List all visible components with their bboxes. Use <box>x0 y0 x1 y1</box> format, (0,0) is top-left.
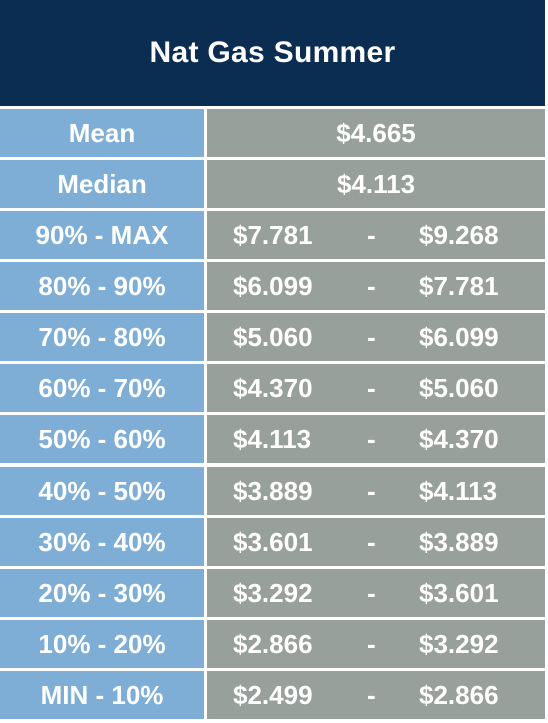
range-row: 30% - 40% $3.601 - $3.889 <box>0 518 545 566</box>
range-separator: - <box>367 423 376 454</box>
range-high: $5.060 <box>419 372 499 403</box>
range-values: $7.781 - $9.268 <box>207 211 545 259</box>
range-row: 60% - 70% $4.370 - $5.060 <box>0 364 545 412</box>
range-separator: - <box>367 475 376 506</box>
range-high: $2.866 <box>419 679 499 710</box>
range-separator: - <box>367 628 376 659</box>
range-values: $3.889 - $4.113 <box>207 467 545 515</box>
summary-row-mean: Mean $4.665 <box>0 109 545 157</box>
range-low: $5.060 <box>233 321 313 352</box>
range-low: $4.370 <box>233 372 313 403</box>
range-label: 90% - MAX <box>0 211 204 259</box>
range-row: 80% - 90% $6.099 - $7.781 <box>0 262 545 310</box>
range-high: $3.292 <box>419 628 499 659</box>
summary-row-median: Median $4.113 <box>0 160 545 208</box>
range-row: MIN - 10% $2.499 - $2.866 <box>0 671 545 719</box>
range-values: $2.866 - $3.292 <box>207 620 545 668</box>
range-low: $6.099 <box>233 270 313 301</box>
range-high: $4.370 <box>419 423 499 454</box>
range-row: 90% - MAX $7.781 - $9.268 <box>0 211 545 259</box>
range-separator: - <box>367 577 376 608</box>
range-low: $3.601 <box>233 526 313 557</box>
range-low: $2.866 <box>233 628 313 659</box>
range-high: $7.781 <box>419 270 499 301</box>
range-label: MIN - 10% <box>0 671 204 719</box>
value-cell: $4.113 <box>207 160 545 208</box>
range-separator: - <box>367 526 376 557</box>
range-high: $6.099 <box>419 321 499 352</box>
range-label: 10% - 20% <box>0 620 204 668</box>
range-separator: - <box>367 219 376 250</box>
range-low: $3.292 <box>233 577 313 608</box>
range-label: 70% - 80% <box>0 313 204 361</box>
range-high: $3.889 <box>419 526 499 557</box>
range-values: $3.292 - $3.601 <box>207 569 545 617</box>
range-values: $3.601 - $3.889 <box>207 518 545 566</box>
range-values: $5.060 - $6.099 <box>207 313 545 361</box>
range-label: 50% - 60% <box>0 415 204 463</box>
row-label: Median <box>0 160 204 208</box>
range-row: 20% - 30% $3.292 - $3.601 <box>0 569 545 617</box>
range-values: $6.099 - $7.781 <box>207 262 545 310</box>
row-label: Mean <box>0 109 204 157</box>
range-separator: - <box>367 270 376 301</box>
range-high: $3.601 <box>419 577 499 608</box>
range-label: 60% - 70% <box>0 364 204 412</box>
table-title: Nat Gas Summer <box>0 0 545 106</box>
range-separator: - <box>367 679 376 710</box>
range-row: 50% - 60% $4.113 - $4.370 <box>0 415 545 463</box>
range-low: $2.499 <box>233 679 313 710</box>
median-value: $4.113 <box>336 168 416 199</box>
range-separator: - <box>367 321 376 352</box>
range-high: $9.268 <box>419 219 499 250</box>
value-cell: $4.665 <box>207 109 545 157</box>
range-low: $7.781 <box>233 219 313 250</box>
range-values: $4.370 - $5.060 <box>207 364 545 412</box>
range-label: 30% - 40% <box>0 518 204 566</box>
range-label: 20% - 30% <box>0 569 204 617</box>
range-low: $4.113 <box>233 423 312 454</box>
range-row: 10% - 20% $2.866 - $3.292 <box>0 620 545 668</box>
mean-value: $4.665 <box>336 117 416 148</box>
range-values: $4.113 - $4.370 <box>207 415 545 463</box>
range-row: 70% - 80% $5.060 - $6.099 <box>0 313 545 361</box>
range-high: $4.113 <box>419 475 498 506</box>
range-label: 80% - 90% <box>0 262 204 310</box>
range-label: 40% - 50% <box>0 467 204 515</box>
range-values: $2.499 - $2.866 <box>207 671 545 719</box>
range-row: 40% - 50% $3.889 - $4.113 <box>0 467 545 515</box>
range-separator: - <box>367 372 376 403</box>
range-low: $3.889 <box>233 475 313 506</box>
